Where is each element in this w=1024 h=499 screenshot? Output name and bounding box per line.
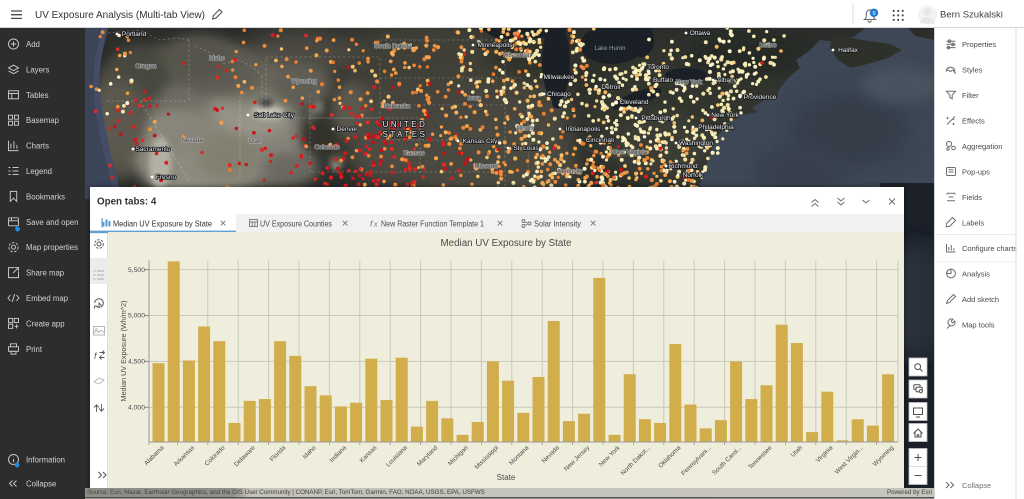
svg-text:Information: Information [26, 456, 65, 465]
svg-text:Solar Intensity: Solar Intensity [534, 220, 581, 229]
svg-text:Ottawa: Ottawa [690, 30, 711, 37]
svg-text:Configure charts: Configure charts [962, 244, 1017, 253]
svg-text:South Dakota: South Dakota [374, 43, 412, 50]
svg-text:Legend: Legend [26, 167, 52, 176]
svg-text:Albany: Albany [717, 77, 738, 84]
svg-text:Cleveland: Cleveland [620, 99, 649, 106]
svg-text:Philadelphia: Philadelphia [698, 124, 734, 131]
svg-text:New York: New York [711, 112, 739, 119]
svg-text:Properties: Properties [962, 40, 996, 49]
svg-text:f: f [94, 351, 98, 361]
svg-text:New Raster Function Template 1: New Raster Function Template 1 [381, 220, 484, 229]
svg-text:x: x [373, 222, 378, 229]
svg-text:Map properties: Map properties [26, 243, 78, 252]
svg-text:Add sketch: Add sketch [962, 295, 999, 304]
svg-text:Collapse: Collapse [26, 480, 56, 489]
svg-text:Kentucky: Kentucky [557, 168, 583, 175]
svg-text:Colorado: Colorado [314, 144, 340, 151]
svg-text:Portland: Portland [122, 31, 147, 38]
svg-text:Add: Add [26, 40, 40, 49]
svg-text:Map tools: Map tools [962, 321, 995, 330]
svg-text:Lake Huron: Lake Huron [594, 46, 625, 52]
svg-text:Tables: Tables [26, 91, 49, 100]
svg-text:9: 9 [872, 11, 875, 17]
svg-text:Sacramento: Sacramento [135, 146, 170, 153]
svg-text:Pittsburgh: Pittsburgh [641, 115, 671, 122]
svg-text:State: State [497, 473, 516, 482]
svg-text:Bern Szukalski: Bern Szukalski [940, 10, 1003, 21]
svg-text:Median UV Exposure by State: Median UV Exposure by State [441, 238, 572, 249]
svg-text:Illinois: Illinois [516, 125, 533, 132]
svg-text:Kansas City: Kansas City [463, 138, 498, 145]
svg-text:Open tabs: 4: Open tabs: 4 [97, 197, 157, 208]
svg-text:Washington: Washington [679, 140, 713, 147]
svg-text:Print: Print [26, 345, 43, 354]
svg-text:Missouri: Missouri [474, 163, 497, 170]
svg-text:Maine: Maine [760, 42, 777, 49]
svg-text:Nevada: Nevada [181, 137, 203, 144]
svg-text:Wisconsin: Wisconsin [503, 52, 532, 59]
svg-text:Salt Lake City: Salt Lake City [254, 112, 295, 119]
svg-text:Indianapolis: Indianapolis [566, 126, 601, 133]
svg-text:5,500: 5,500 [128, 267, 145, 274]
svg-text:Collapse: Collapse [962, 481, 991, 490]
svg-text:Embed map: Embed map [26, 294, 69, 303]
svg-text:Basemap: Basemap [26, 116, 60, 125]
svg-text:Idaho: Idaho [209, 55, 225, 62]
svg-text:Halifax: Halifax [838, 47, 859, 54]
svg-text:Median UV Exposure by State: Median UV Exposure by State [113, 220, 213, 229]
svg-text:Wyoming: Wyoming [291, 78, 317, 85]
svg-text:Chicago: Chicago [547, 91, 571, 98]
svg-text:Richmond: Richmond [668, 163, 698, 170]
svg-text:4,000: 4,000 [128, 405, 145, 412]
svg-text:Detroit: Detroit [601, 84, 620, 91]
svg-text:Denver: Denver [337, 126, 359, 133]
svg-text:Charts: Charts [26, 142, 49, 151]
svg-text:Filter: Filter [962, 91, 979, 100]
svg-text:Kansas: Kansas [404, 150, 425, 157]
svg-text:Cincinnati: Cincinnati [586, 137, 615, 144]
svg-text:Fields: Fields [962, 193, 982, 202]
svg-text:Labels: Labels [962, 219, 984, 228]
svg-text:UV Exposure Counties: UV Exposure Counties [260, 220, 332, 229]
svg-text:Providence: Providence [744, 94, 777, 101]
svg-text:Oregon: Oregon [136, 63, 157, 70]
svg-text:4,500: 4,500 [128, 359, 145, 366]
svg-text:Buffalo: Buffalo [653, 77, 674, 84]
svg-text:Create app: Create app [26, 319, 65, 328]
svg-text:Minneapolis: Minneapolis [478, 42, 513, 49]
svg-text:Iowa: Iowa [467, 95, 481, 102]
svg-text:Utah: Utah [248, 138, 262, 145]
svg-text:Median UV Exposure (Wh/m^2): Median UV Exposure (Wh/m^2) [119, 300, 128, 401]
svg-text:UV Exposure Analysis (Multi-ta: UV Exposure Analysis (Multi-tab View) [35, 10, 205, 21]
svg-text:St. Louis: St. Louis [513, 145, 539, 152]
svg-text:Milwaukee: Milwaukee [544, 74, 575, 81]
svg-text:Aggregation: Aggregation [962, 142, 1002, 151]
svg-text:UNITED: UNITED [383, 120, 428, 129]
svg-text:Styles: Styles [962, 66, 983, 75]
svg-text:Nebraska: Nebraska [384, 103, 411, 110]
svg-text:New York: New York [676, 79, 703, 86]
svg-text:STATES: STATES [383, 130, 428, 139]
svg-text:5,000: 5,000 [128, 313, 145, 320]
svg-text:Pop-ups: Pop-ups [962, 168, 990, 177]
svg-text:Save and open: Save and open [26, 218, 78, 227]
svg-text:Layers: Layers [26, 65, 50, 74]
svg-text:Share map: Share map [26, 269, 65, 278]
svg-text:West Virginia: West Virginia [611, 149, 648, 156]
svg-text:Bookmarks: Bookmarks [26, 192, 65, 201]
svg-text:Fresno: Fresno [156, 174, 177, 181]
svg-text:Analysis: Analysis [962, 270, 990, 279]
svg-text:Toronto: Toronto [647, 64, 669, 71]
svg-text:f: f [370, 219, 374, 229]
svg-text:Norfolk: Norfolk [683, 172, 704, 179]
svg-text:Effects: Effects [962, 117, 985, 126]
